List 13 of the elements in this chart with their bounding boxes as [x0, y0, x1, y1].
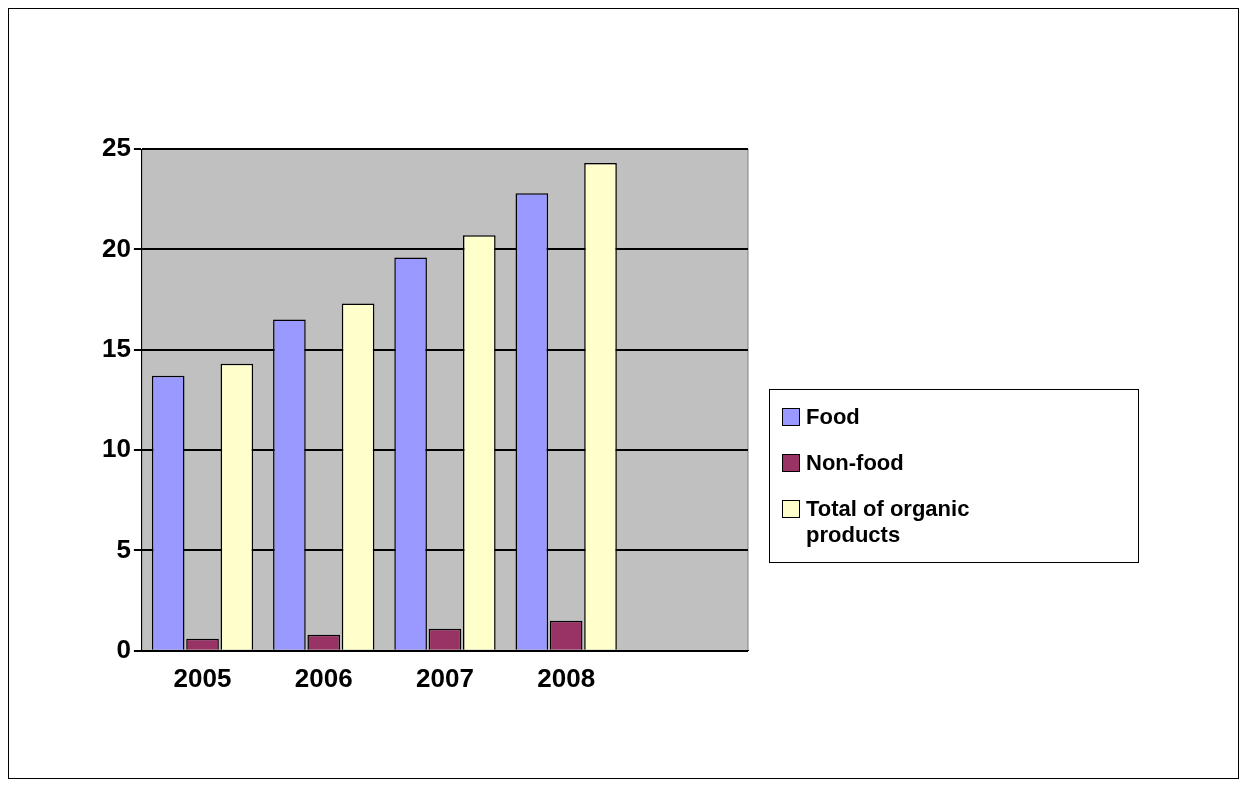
legend-label: Food [806, 404, 861, 430]
x-tick-label: 2008 [537, 662, 596, 693]
legend-label: Total of organic products [806, 496, 971, 548]
x-tick-label: 2007 [416, 662, 474, 693]
y-tick-label: 15 [102, 332, 131, 363]
x-tick-label: 2005 [173, 662, 232, 693]
x-tick-label: 2006 [294, 662, 353, 693]
y-tick-label: 20 [102, 232, 131, 263]
y-tick-label: 10 [102, 433, 131, 464]
y-tick-label: 25 [102, 132, 131, 163]
legend-label: Non-food [806, 450, 905, 476]
y-tick-label: 0 [116, 633, 131, 664]
y-tick-label: 5 [116, 533, 131, 564]
